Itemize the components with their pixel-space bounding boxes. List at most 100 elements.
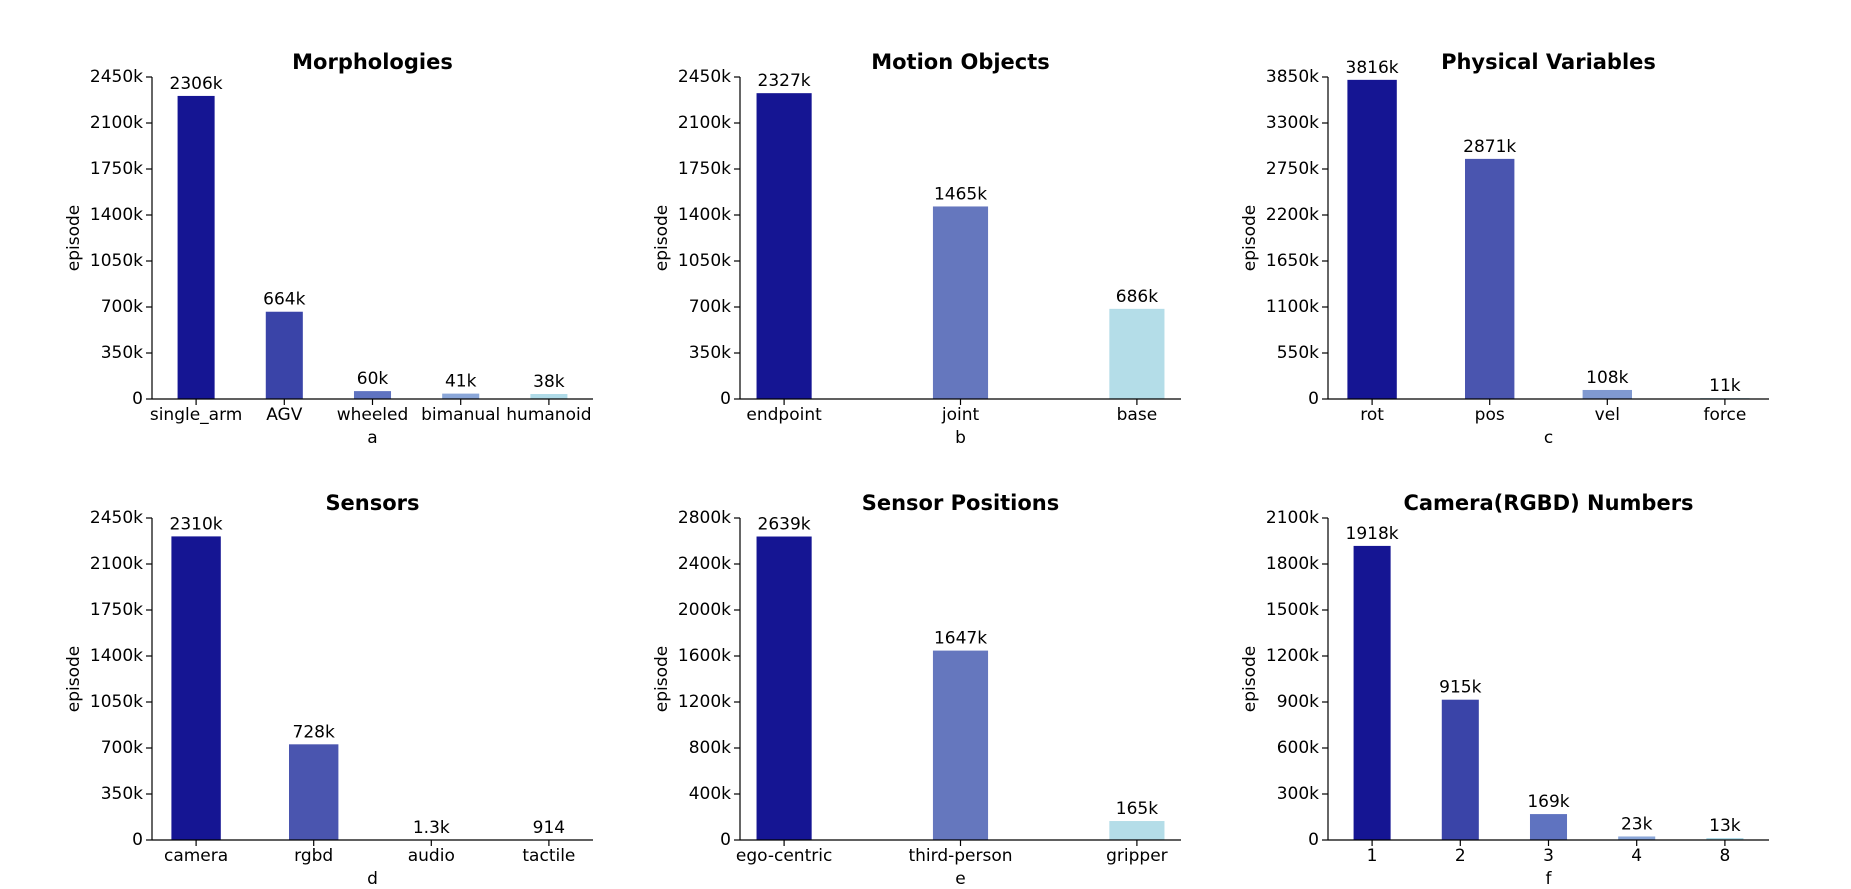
x-tick-label: base <box>1117 405 1158 425</box>
y-tick-label: 800k <box>689 738 731 758</box>
value-label: 2310k <box>170 514 223 534</box>
y-tick-label: 400k <box>689 784 731 804</box>
bar <box>1347 79 1397 400</box>
y-tick-label: 2000k <box>678 600 731 620</box>
y-tick-label: 1200k <box>678 692 731 712</box>
x-axis-label: c <box>1544 428 1553 448</box>
y-tick-label: 1500k <box>1266 600 1319 620</box>
y-tick-label: 2450k <box>90 508 143 528</box>
bar <box>171 536 221 840</box>
y-tick-label: 1400k <box>90 205 143 225</box>
value-label: 3816k <box>1346 58 1399 78</box>
bar <box>1353 545 1391 840</box>
x-tick-label: tactile <box>522 846 575 866</box>
value-label: 728k <box>293 722 335 742</box>
x-tick-label: endpoint <box>746 405 822 425</box>
bar <box>1706 838 1744 840</box>
x-tick-label: force <box>1703 405 1746 425</box>
value-label: 13k <box>1709 816 1741 836</box>
x-tick-label: ego-centric <box>736 846 832 866</box>
y-tick-label: 600k <box>1277 738 1319 758</box>
chart-title: Sensor Positions <box>862 491 1060 515</box>
y-tick-label: 0 <box>1308 389 1319 409</box>
y-axis-label: episode <box>652 646 672 712</box>
y-tick-label: 2200k <box>1266 205 1319 225</box>
x-tick-label: vel <box>1595 405 1620 425</box>
x-tick-label: camera <box>164 846 228 866</box>
value-label: 2306k <box>170 74 223 94</box>
x-tick-label: single_arm <box>150 405 243 425</box>
bar <box>1441 699 1479 840</box>
value-label: 914 <box>533 818 565 838</box>
y-tick-label: 1400k <box>678 205 731 225</box>
chart-title: Morphologies <box>292 50 453 74</box>
x-tick-label: 4 <box>1631 846 1642 866</box>
y-tick-label: 1050k <box>90 692 143 712</box>
y-tick-label: 350k <box>101 784 143 804</box>
y-tick-label: 900k <box>1277 692 1319 712</box>
y-tick-label: 2100k <box>678 113 731 133</box>
chart-title: Physical Variables <box>1441 50 1656 74</box>
x-tick-label: 8 <box>1719 846 1730 866</box>
x-tick-label: wheeled <box>337 405 409 425</box>
value-label: 41k <box>445 372 477 392</box>
x-tick-label: rgbd <box>294 846 333 866</box>
y-tick-label: 1600k <box>678 646 731 666</box>
y-tick-label: 0 <box>132 389 143 409</box>
bar <box>353 391 392 399</box>
chart-title: Camera(RGBD) Numbers <box>1403 491 1693 515</box>
x-tick-label: rot <box>1360 405 1384 425</box>
y-tick-label: 2800k <box>678 508 731 528</box>
value-label: 165k <box>1116 799 1158 819</box>
bar <box>932 206 989 399</box>
value-label: 23k <box>1621 814 1653 834</box>
y-tick-label: 1050k <box>678 251 731 271</box>
y-tick-label: 700k <box>101 738 143 758</box>
x-tick-label: AGV <box>266 405 303 425</box>
x-tick-label: gripper <box>1106 846 1168 866</box>
value-label: 2639k <box>758 515 811 535</box>
x-axis-label: b <box>955 428 966 448</box>
bar <box>530 394 568 399</box>
y-axis-label: episode <box>64 205 84 271</box>
value-label: 1918k <box>1346 524 1399 544</box>
x-axis-label: f <box>1546 869 1553 889</box>
y-tick-label: 1100k <box>1266 297 1319 317</box>
y-tick-label: 0 <box>720 389 731 409</box>
value-label: 169k <box>1527 792 1569 812</box>
y-tick-label: 0 <box>720 830 731 850</box>
y-tick-label: 2450k <box>90 67 143 87</box>
y-tick-label: 1650k <box>1266 251 1319 271</box>
bar <box>1582 389 1632 399</box>
x-tick-label: bimanual <box>421 405 500 425</box>
chart-title: Motion Objects <box>871 50 1050 74</box>
y-tick-label: 300k <box>1277 784 1319 804</box>
value-label: 108k <box>1586 368 1628 388</box>
value-label: 1465k <box>934 184 987 204</box>
value-label: 915k <box>1439 678 1481 698</box>
y-tick-label: 2450k <box>678 67 731 87</box>
bar <box>1529 814 1568 840</box>
x-tick-label: 1 <box>1367 846 1378 866</box>
value-label: 2871k <box>1463 137 1516 157</box>
x-tick-label: joint <box>941 405 980 425</box>
y-tick-label: 0 <box>132 830 143 850</box>
y-tick-label: 350k <box>689 343 731 363</box>
x-tick-label: third-person <box>908 846 1012 866</box>
bar <box>1109 308 1165 399</box>
y-tick-label: 550k <box>1277 343 1319 363</box>
y-tick-label: 3850k <box>1266 67 1319 87</box>
bar <box>932 650 989 840</box>
chart-title: Sensors <box>325 491 419 515</box>
y-tick-label: 1200k <box>1266 646 1319 666</box>
y-tick-label: 1750k <box>90 600 143 620</box>
x-tick-label: 3 <box>1543 846 1554 866</box>
x-tick-label: 2 <box>1455 846 1466 866</box>
bar <box>1618 836 1656 840</box>
value-label: 60k <box>357 369 389 389</box>
bar <box>177 95 215 399</box>
y-tick-label: 3300k <box>1266 113 1319 133</box>
x-tick-label: audio <box>408 846 455 866</box>
